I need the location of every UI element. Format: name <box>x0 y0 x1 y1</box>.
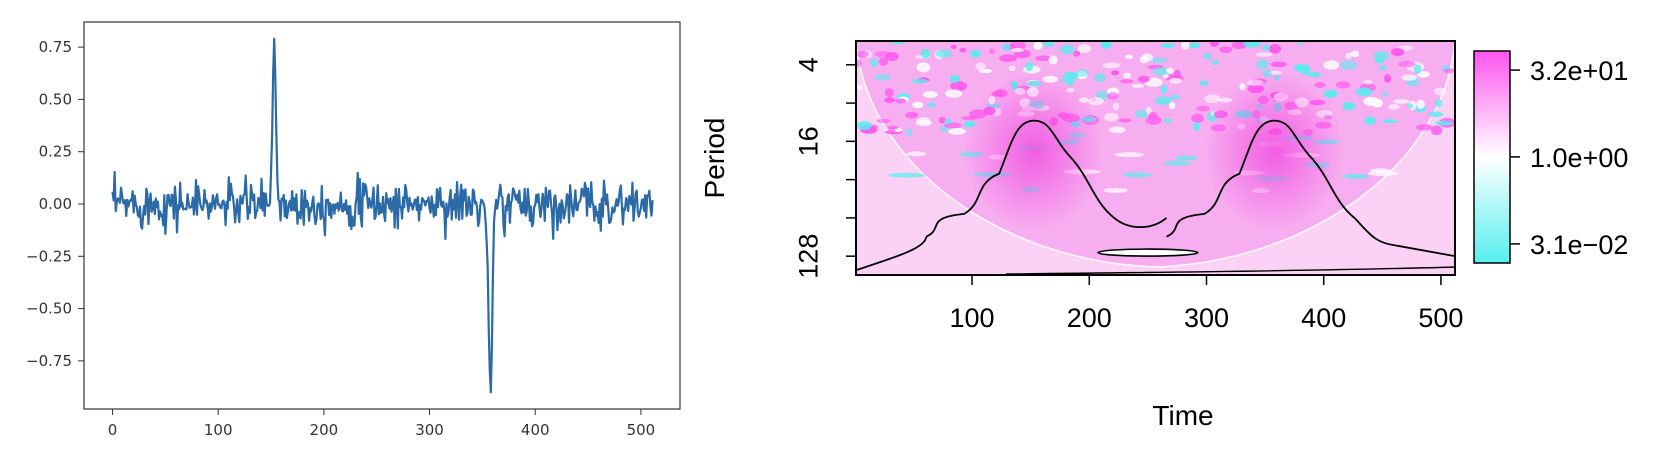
colorbar-tick-label: 3.1e−02 <box>1530 230 1628 260</box>
y-tick-label: 128 <box>793 234 823 279</box>
colorbar: 3.2e+01 1.0e+00 3.1e−02 <box>1473 50 1628 264</box>
x-tick-label: 200 <box>310 421 339 439</box>
y-tick-label: 0.00 <box>39 195 72 213</box>
series-line <box>111 37 654 394</box>
y-tick-label: 0.25 <box>39 143 72 161</box>
significance-contour <box>1166 119 1356 238</box>
left-plot-frame <box>83 21 681 410</box>
time-series-chart: 0 100 200 300 400 500 0.75 0.50 0.25 0.00 −0.25 −0… <box>26 21 681 439</box>
power-ridge <box>964 71 1105 232</box>
power-ridge <box>1204 71 1345 232</box>
y-tick-label: 0.50 <box>39 90 72 108</box>
x-tick-label: 400 <box>521 421 550 439</box>
x-tick-label: 400 <box>1301 303 1346 333</box>
y-tick-label: 16 <box>793 126 823 156</box>
x-axis-title: Time <box>1152 400 1213 431</box>
significance-contour <box>1113 217 1168 229</box>
y-tick-label: −0.75 <box>26 352 72 370</box>
x-tick-label: 100 <box>950 303 995 333</box>
colorbar-tick-label: 3.2e+01 <box>1530 56 1628 86</box>
x-tick-label: 500 <box>1418 303 1463 333</box>
significance-contour <box>1353 217 1455 258</box>
right-plot-frame <box>855 40 1456 276</box>
y-tick-label: −0.50 <box>26 300 72 318</box>
colorbar-gradient <box>1473 50 1511 264</box>
x-tick-label: 0 <box>108 421 118 439</box>
significance-contour <box>856 236 928 272</box>
x-tick-label: 100 <box>204 421 233 439</box>
y-axis-title: Period <box>699 118 730 199</box>
significance-contour <box>1097 248 1199 257</box>
wavelet-power-chart: 100 200 300 400 500 4 16 128 Time Period 3.2e+… <box>699 40 1628 431</box>
x-tick-label: 300 <box>1184 303 1229 333</box>
y-tick-label: 4 <box>793 57 823 72</box>
colorbar-tick-label: 1.0e+00 <box>1530 143 1628 173</box>
y-tick-label: −0.25 <box>26 247 72 265</box>
significance-contour <box>1005 266 1455 275</box>
x-tick-label: 200 <box>1067 303 1112 333</box>
x-tick-label: 500 <box>627 421 656 439</box>
y-tick-label: 0.75 <box>39 38 72 56</box>
significance-contour <box>925 119 1115 238</box>
x-tick-label: 300 <box>415 421 444 439</box>
